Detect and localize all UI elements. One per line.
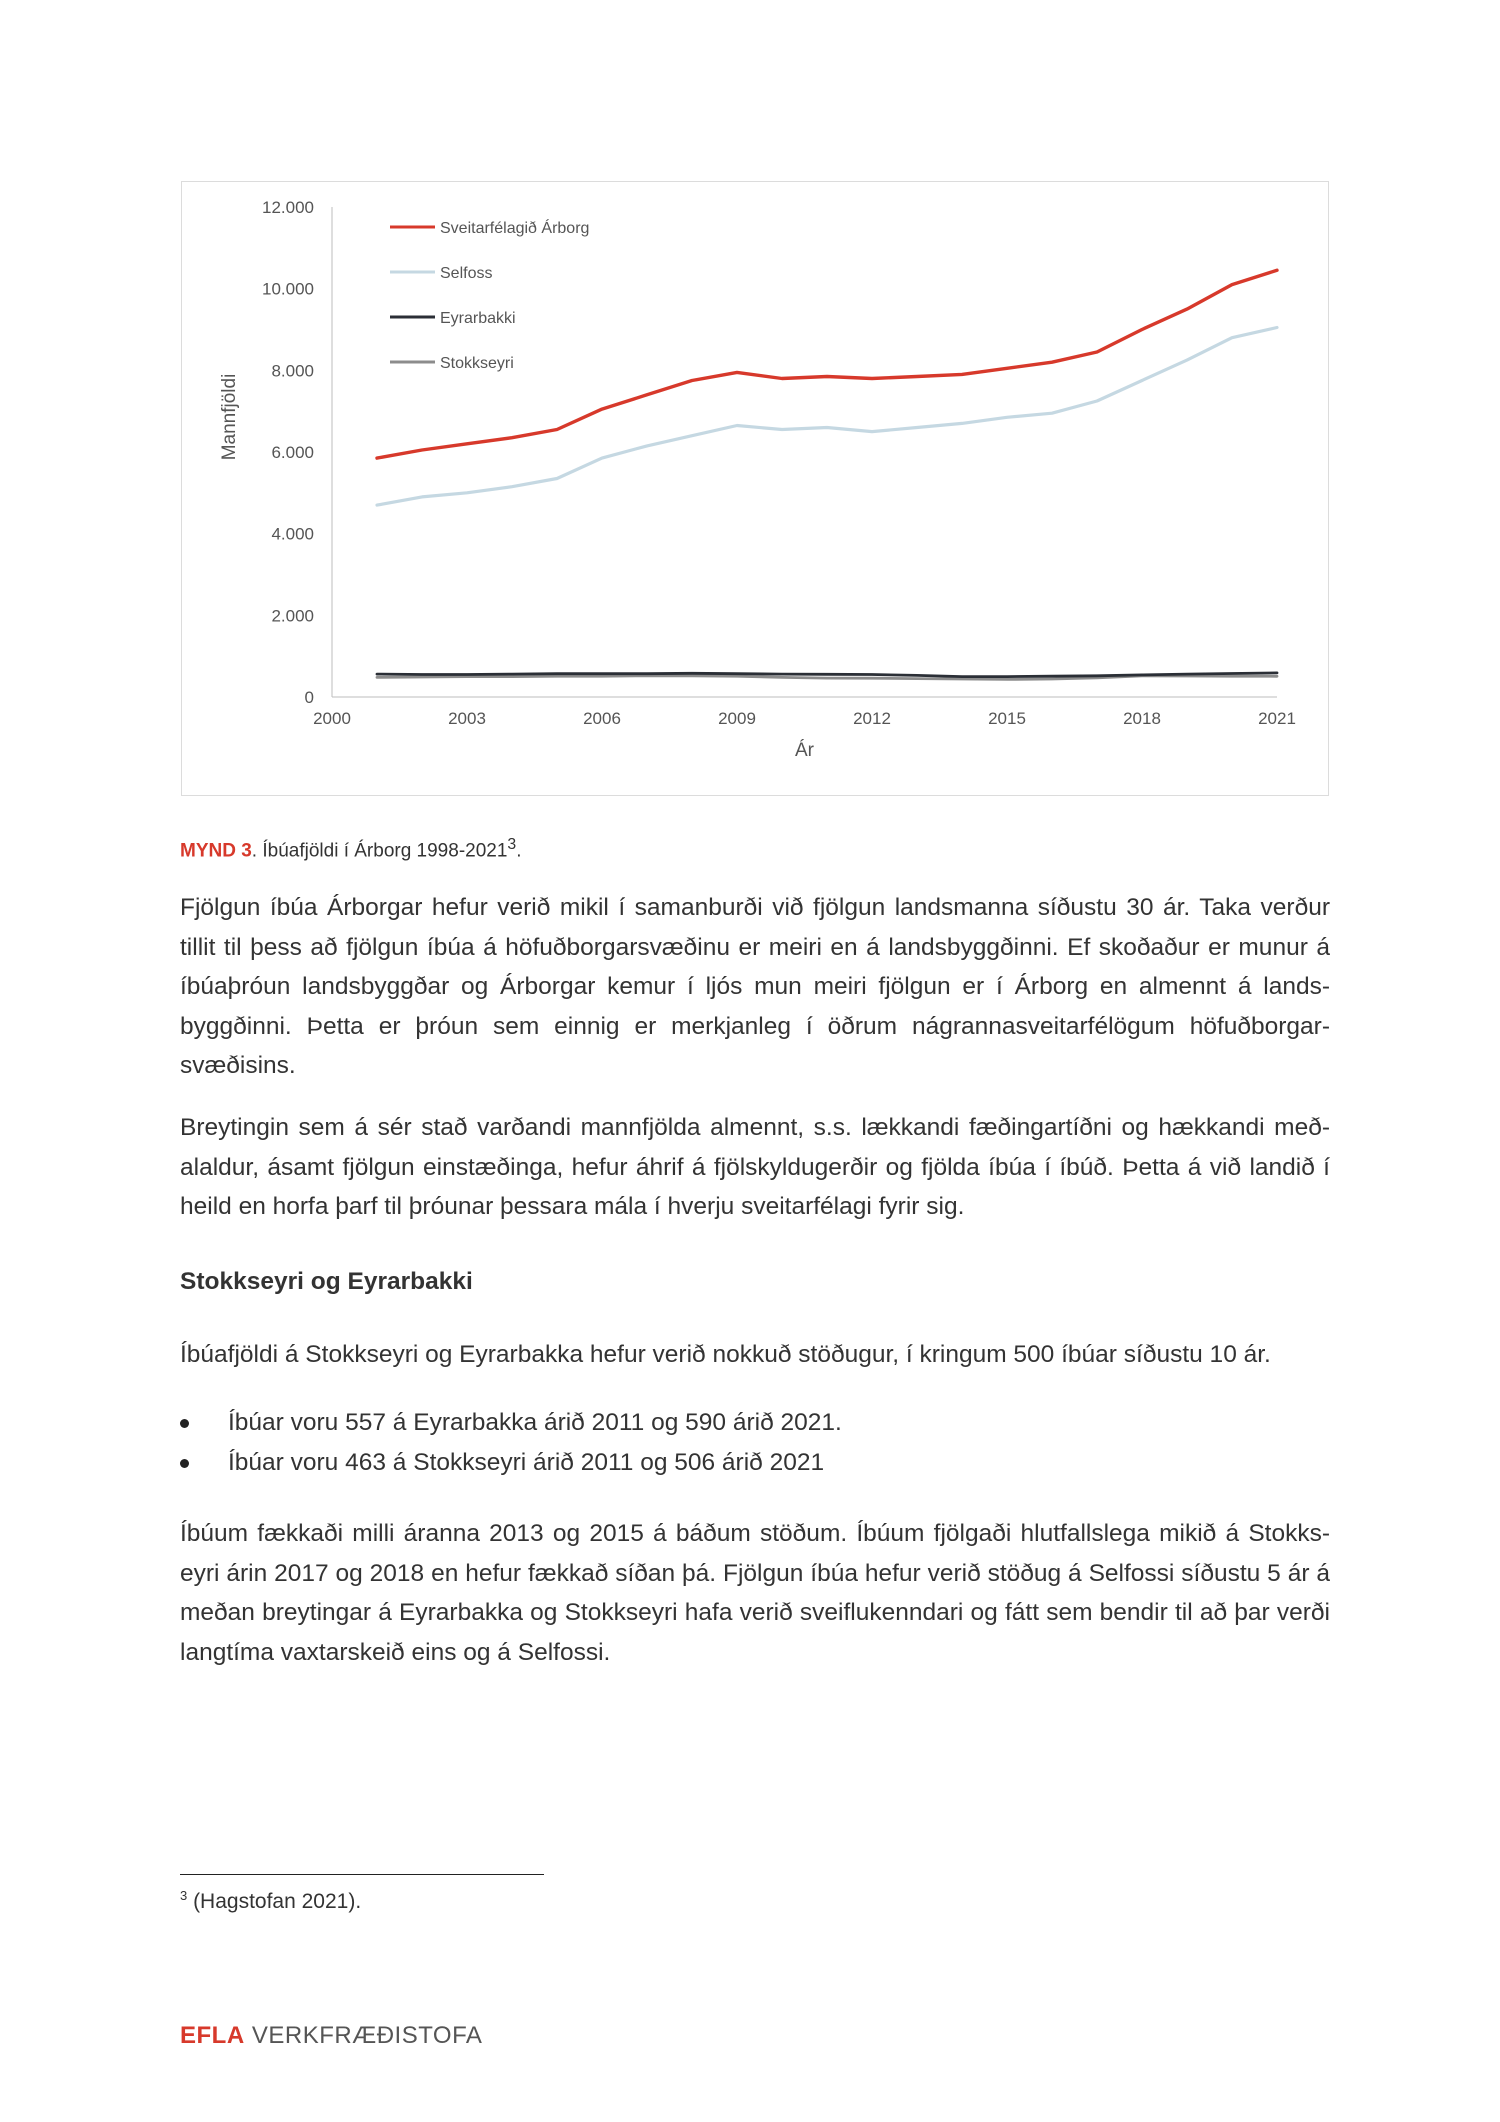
caption-end: .	[516, 840, 522, 862]
bullet-list: Íbúar voru 557 á Eyrarbakka árið 2011 og…	[180, 1403, 1330, 1483]
series-line-2	[375, 325, 1279, 507]
bullet-text: Íbúar voru 463 á Stokkseyri árið 2011 og…	[228, 1449, 825, 1476]
bullet-text: Íbúar voru 557 á Eyrarbakka árið 2011 og…	[228, 1409, 842, 1436]
footnote-text: (Hagstofan 2021).	[187, 1890, 362, 1913]
bullet-icon	[180, 1459, 189, 1468]
y-tick-label: 12.000	[262, 198, 314, 217]
legend-label: Eyrarbakki	[440, 310, 516, 327]
legend-label: Selfoss	[440, 265, 492, 282]
figure-caption: MYND 3. Íbúafjöldi í Árborg 1998-20213.	[180, 836, 522, 862]
y-tick-label: 6.000	[271, 443, 314, 462]
footer-brand: EFLA	[180, 2022, 245, 2049]
x-tick-label: 2006	[583, 709, 621, 728]
series-line-1	[375, 268, 1279, 460]
x-tick-label: 2009	[718, 709, 756, 728]
x-tick-label: 2018	[1123, 709, 1161, 728]
x-axis-title: Ár	[795, 740, 815, 761]
list-item: Íbúar voru 557 á Eyrarbakka árið 2011 og…	[180, 1403, 1330, 1443]
series-line-3	[375, 671, 1279, 678]
section-closing: Íbúum fækkaði milli áranna 2013 og 2015 …	[180, 1520, 1330, 1666]
x-tick-label: 2012	[853, 709, 891, 728]
paragraph-2: Breytingin sem á sér stað varðandi mannf…	[180, 1114, 1330, 1220]
footnote-mark: 3	[180, 1888, 188, 1903]
x-tick-label: 2000	[313, 709, 351, 728]
caption-footnote-mark: 3	[507, 836, 517, 853]
y-tick-label: 0	[305, 688, 314, 707]
legend-label: Sveitarfélagið Árborg	[440, 218, 589, 237]
footer-subtitle: VERKFRÆÐISTOFA	[244, 2022, 483, 2049]
population-chart: 0 2.000 4.000 6.000 8.000 10.000 12.000 2000 200…	[181, 181, 1329, 796]
caption-text: . Íbúafjöldi í Árborg 1998-2021	[251, 840, 508, 862]
section-heading: Stokkseyri og Eyrarbakki	[180, 1268, 473, 1295]
y-tick-label: 10.000	[262, 280, 314, 299]
footnote-divider	[180, 1874, 544, 1875]
y-tick-label: 8.000	[271, 361, 314, 380]
chart-svg: 0 2.000 4.000 6.000 8.000 10.000 12.000 2000 200…	[219, 198, 1296, 761]
list-item: Íbúar voru 463 á Stokkseyri árið 2011 og…	[180, 1443, 1330, 1483]
paragraph-1: Fjölgun íbúa Árborgar hefur verið mikil …	[180, 894, 1330, 1079]
footnote: 3 (Hagstofan 2021).	[180, 1888, 361, 1914]
footer-logo: EFLA VERKFRÆÐISTOFA	[180, 2022, 482, 2050]
legend-label: Stokkseyri	[440, 355, 514, 372]
y-axis-title: Mannfjöldi	[219, 374, 240, 461]
y-tick-label: 4.000	[271, 525, 314, 544]
x-tick-label: 2021	[1258, 709, 1296, 728]
bullet-icon	[180, 1419, 189, 1428]
section-intro: Íbúafjöldi á Stokkseyri og Eyrarbakka he…	[180, 1341, 1271, 1368]
x-tick-label: 2015	[988, 709, 1026, 728]
caption-lead: MYND 3	[180, 840, 252, 862]
x-tick-label: 2003	[448, 709, 486, 728]
series-line-4	[375, 674, 1279, 681]
y-tick-label: 2.000	[271, 606, 314, 625]
